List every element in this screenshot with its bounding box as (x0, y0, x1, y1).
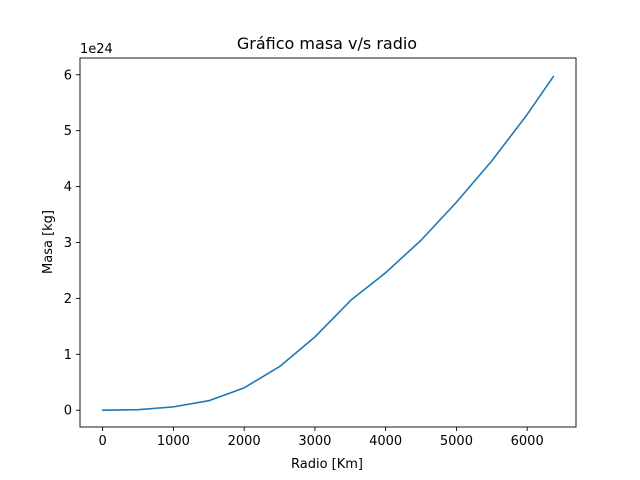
y-axis-label: Masa [kg] (41, 210, 56, 274)
y-tick-label: 0 (64, 404, 72, 419)
x-tick-label: 4000 (369, 434, 402, 449)
y-tick-label: 2 (64, 292, 72, 307)
y-tick-label: 6 (64, 68, 72, 83)
chart-title: Gráfico masa v/s radio (237, 34, 417, 53)
y-tick-label: 3 (64, 236, 72, 251)
x-tick-label: 0 (99, 434, 107, 449)
x-axis-label: Radio [Km] (291, 457, 363, 472)
y-tick-label: 4 (64, 180, 72, 195)
x-tick-label: 3000 (298, 434, 331, 449)
x-tick-label: 6000 (511, 434, 544, 449)
x-tick-label: 5000 (440, 434, 473, 449)
y-tick-label: 1 (64, 348, 72, 363)
plot-frame (79, 57, 577, 428)
y-tick-label: 5 (64, 124, 72, 139)
x-tick-label: 2000 (228, 434, 261, 449)
y-offset-label: 1e24 (80, 42, 113, 57)
series-line-0 (101, 75, 555, 412)
x-tick-label: 1000 (157, 434, 190, 449)
